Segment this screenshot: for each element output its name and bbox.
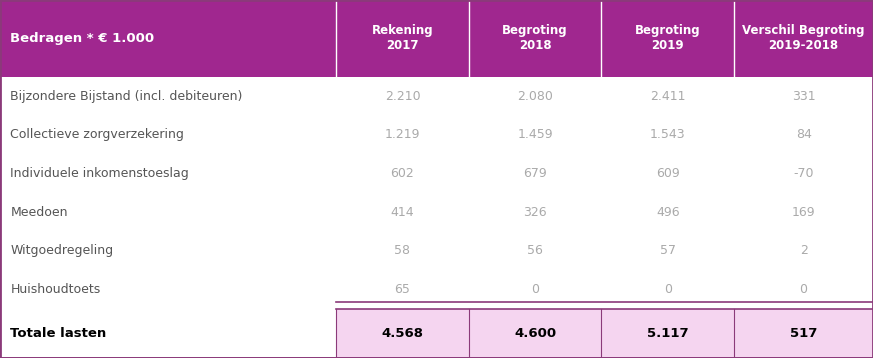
Text: 602: 602 [390,167,415,180]
Text: 2: 2 [800,244,808,257]
Text: 5.117: 5.117 [647,327,689,340]
Bar [0,270,873,309]
Text: 65: 65 [395,283,410,296]
Text: 331: 331 [792,90,815,103]
Bar [0,231,873,270]
Text: Bijzondere Bijstand (incl. debiteuren): Bijzondere Bijstand (incl. debiteuren) [10,90,243,103]
Text: 56: 56 [527,244,543,257]
Text: 414: 414 [390,205,415,219]
Text: 2.411: 2.411 [650,90,685,103]
Text: Totale lasten: Totale lasten [10,327,107,340]
Bar [0,309,336,358]
Bar [0,154,873,193]
Text: Individuele inkomenstoeslag: Individuele inkomenstoeslag [10,167,189,180]
Text: 517: 517 [790,327,817,340]
Text: Collectieve zorgverzekering: Collectieve zorgverzekering [10,129,184,141]
Text: 496: 496 [656,205,680,219]
Text: 169: 169 [792,205,815,219]
Text: 4.600: 4.600 [514,327,556,340]
Text: -70: -70 [794,167,814,180]
Text: Begroting
2018: Begroting 2018 [502,24,568,53]
Text: 58: 58 [395,244,410,257]
Text: Begroting
2019: Begroting 2019 [635,24,701,53]
Text: 326: 326 [523,205,547,219]
Text: 2.080: 2.080 [517,90,553,103]
Text: 1.219: 1.219 [385,129,420,141]
Text: 84: 84 [795,129,812,141]
Bar [0,116,873,154]
Text: 2.210: 2.210 [385,90,420,103]
Text: Huishoudtoets: Huishoudtoets [10,283,100,296]
Bar [0,77,873,116]
Text: 57: 57 [660,244,676,257]
Text: 609: 609 [656,167,680,180]
Text: Witgoedregeling: Witgoedregeling [10,244,113,257]
Text: Bedragen * € 1.000: Bedragen * € 1.000 [10,32,155,45]
Bar [0,0,873,77]
Text: 0: 0 [800,283,808,296]
Text: 0: 0 [663,283,672,296]
Text: 679: 679 [523,167,547,180]
Text: Verschil Begroting
2019-2018: Verschil Begroting 2019-2018 [742,24,865,53]
Text: Rekening
2017: Rekening 2017 [372,24,433,53]
Text: 1.459: 1.459 [518,129,553,141]
Text: 4.568: 4.568 [382,327,423,340]
Bar [336,309,873,358]
Text: Meedoen: Meedoen [10,205,68,219]
Text: 0: 0 [531,283,540,296]
Text: 1.543: 1.543 [650,129,685,141]
Bar [0,193,873,231]
